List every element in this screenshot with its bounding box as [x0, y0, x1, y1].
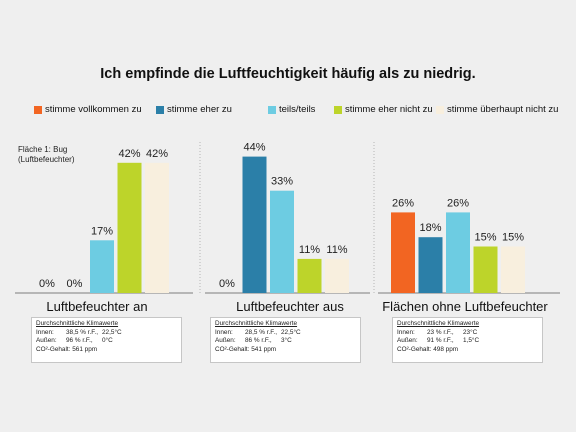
data-label: 0% — [219, 278, 235, 290]
climate-info-row: Innen: 28,5 % r.F., 22,5°C — [215, 329, 356, 338]
group-label: Luftbefeuchter aus — [236, 299, 344, 314]
climate-info-cell: Innen: — [397, 328, 415, 336]
data-label: 11% — [299, 244, 320, 256]
area-note-line: (Luftbefeuchter) — [18, 155, 75, 164]
data-label: 44% — [243, 142, 265, 154]
data-label: 42% — [146, 148, 168, 160]
data-label: 17% — [91, 225, 113, 237]
legend-label: stimme vollkommen zu — [45, 104, 142, 115]
climate-info-cell: 23°C — [463, 328, 478, 336]
data-label: 42% — [118, 148, 140, 160]
legend-label: stimme überhaupt nicht zu — [447, 104, 559, 115]
climate-info-co2: CO²-Gehalt: 561 ppm — [36, 345, 98, 353]
legend-swatch — [156, 105, 164, 114]
climate-info-heading: Durchschnittliche Klimawerte — [36, 320, 119, 327]
climate-info-cell: Innen: — [36, 328, 54, 336]
climate-info-box: Durchschnittliche Klimawerte Innen: 28,5 %… — [210, 317, 361, 363]
legend-label: teils/teils — [279, 104, 316, 115]
climate-info-cell: 28,5 % r.F., — [245, 328, 277, 336]
climate-info-heading: Durchschnittliche Klimawerte — [215, 320, 298, 327]
climate-info-cell: 23 % r.F., — [427, 328, 454, 336]
climate-info-cell: 86 % r.F., — [245, 337, 272, 345]
legend-item: stimme eher nicht zu — [334, 104, 433, 115]
bar — [473, 246, 498, 293]
climate-info-row: Außen: 96 % r.F., 0°C — [36, 337, 177, 346]
climate-info-cell: 22,5°C — [281, 328, 301, 336]
bar — [90, 240, 114, 293]
data-label: 0% — [67, 278, 83, 290]
bar — [242, 156, 267, 293]
climate-info-cell: 3°C — [281, 337, 292, 345]
legend-label: stimme eher zu — [167, 104, 232, 115]
area-note-line: Fläche 1: Bug — [18, 145, 68, 154]
data-label: 26% — [447, 197, 469, 209]
legend-swatch — [268, 105, 276, 114]
climate-info-row: Innen: 38,5 % r.F., 22,5°C — [36, 329, 177, 338]
area-note: Fläche 1: Bug (Luftbefeuchter) — [18, 145, 74, 165]
climate-info-cell: 1,5°C — [463, 337, 480, 345]
climate-info-box: Durchschnittliche Klimawerte Innen: 23 % r… — [392, 317, 543, 363]
climate-info-row: Außen: 91 % r.F., 1,5°C — [397, 337, 538, 346]
legend-swatch — [436, 105, 444, 114]
climate-info-heading: Durchschnittliche Klimawerte — [397, 320, 480, 327]
climate-info-cell: Außen: — [397, 337, 418, 345]
climate-info-cell: 96 % r.F., — [66, 337, 93, 345]
data-label: 18% — [419, 222, 441, 234]
climate-info-cell: 91 % r.F., — [427, 337, 454, 345]
bar — [501, 246, 525, 293]
bar — [117, 162, 142, 293]
bar — [270, 190, 294, 293]
group-label: Flächen ohne Luftbefeuchter — [382, 299, 548, 314]
climate-info-co2: CO²-Gehalt: 498 ppm — [397, 345, 459, 353]
climate-info-row: Außen: 86 % r.F., 3°C — [215, 337, 356, 346]
climate-info-co2: CO²-Gehalt: 541 ppm — [215, 345, 277, 353]
bar — [297, 258, 322, 293]
bar — [325, 258, 349, 293]
data-label: 15% — [502, 232, 524, 244]
chart-title: Ich empfinde die Luftfeuchtigkeit häufig… — [100, 66, 476, 82]
legend-item: stimme eher zu — [156, 104, 232, 115]
climate-info-cell: 0°C — [102, 337, 113, 345]
bar — [446, 212, 470, 293]
climate-info-cell: Außen: — [36, 337, 57, 345]
legend-item: stimme überhaupt nicht zu — [436, 104, 558, 115]
data-label: 11% — [326, 244, 347, 256]
climate-info-box: Durchschnittliche Klimawerte Innen: 38,5 %… — [31, 317, 182, 363]
bar — [145, 162, 169, 293]
data-label: 15% — [474, 232, 496, 244]
climate-info-row: Innen: 23 % r.F., 23°C — [397, 329, 538, 338]
bar — [391, 212, 415, 293]
data-label: 0% — [39, 278, 55, 290]
legend-item: teils/teils — [268, 104, 315, 115]
data-label: 33% — [271, 176, 293, 188]
group-label: Luftbefeuchter an — [46, 299, 147, 314]
climate-info-cell: Außen: — [215, 337, 236, 345]
legend-swatch — [34, 105, 42, 114]
climate-info-cell: 38,5 % r.F., — [66, 328, 98, 336]
legend-label: stimme eher nicht zu — [345, 104, 433, 115]
legend-swatch — [334, 105, 342, 114]
data-label: 26% — [392, 197, 414, 209]
legend-item: stimme vollkommen zu — [34, 104, 142, 115]
climate-info-cell: Innen: — [215, 328, 233, 336]
bar — [418, 237, 443, 293]
climate-info-cell: 22,5°C — [102, 328, 122, 336]
